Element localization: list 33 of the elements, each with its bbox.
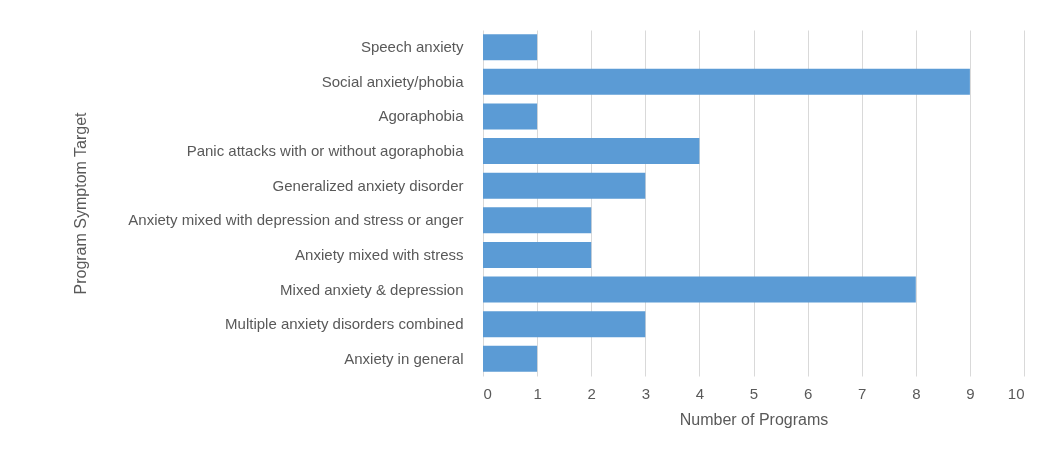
x-tick-label: 2 (587, 384, 596, 402)
bar (483, 138, 700, 165)
x-tick-label: 10 (1007, 384, 1025, 402)
y-tick-label: Panic attacks with or without agoraphobia (186, 142, 465, 160)
y-tick-label: Speech anxiety (360, 38, 464, 56)
x-tick-label: 5 (749, 384, 759, 402)
x-tick-label: 9 (966, 384, 975, 402)
y-tick-label: Social anxiety/phobia (321, 72, 465, 90)
bar (483, 311, 646, 338)
x-tick-label: 8 (912, 384, 921, 402)
y-tick-label: Mixed anxiety & depression (280, 280, 464, 298)
bar (483, 103, 538, 130)
x-tick-label: 4 (695, 384, 705, 402)
y-tick-label: Anxiety in general (344, 349, 464, 367)
y-tick-label: Generalized anxiety disorder (272, 176, 464, 194)
bar (483, 68, 970, 95)
bar (483, 241, 592, 268)
x-tick-label: 0 (483, 384, 492, 402)
y-tick-label: Multiple anxiety disorders combined (225, 315, 464, 333)
bar (483, 172, 646, 199)
y-tick-label: Anxiety mixed with stress (295, 245, 464, 263)
bar (483, 207, 592, 234)
y-axis-title: Program Symptom Target (71, 111, 89, 295)
x-axis-title: Number of Programs (679, 410, 829, 428)
x-tick-label: 6 (803, 384, 813, 402)
x-tick-label: 3 (641, 384, 650, 402)
bar (483, 34, 538, 61)
bar (483, 276, 916, 303)
y-tick-label: Agoraphobia (378, 107, 465, 125)
x-tick-label: 7 (858, 384, 867, 402)
y-tick-label: Anxiety mixed with depression and stress or anger (128, 211, 464, 229)
x-tick-label: 1 (533, 384, 542, 402)
bar (483, 345, 538, 372)
